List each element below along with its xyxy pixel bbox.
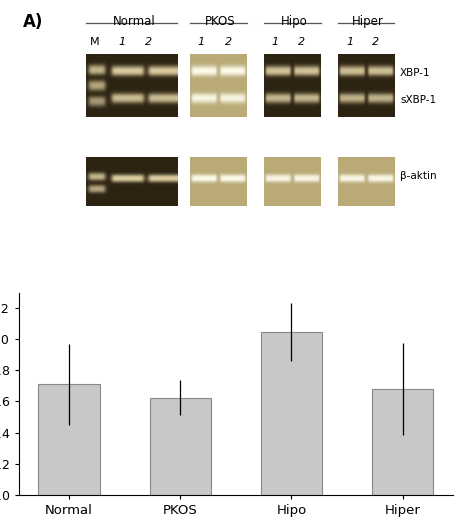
Text: 1: 1 — [271, 37, 278, 47]
Text: 1: 1 — [346, 37, 353, 47]
Text: 1: 1 — [118, 37, 125, 47]
Text: 2: 2 — [145, 37, 152, 47]
Bar — [38, 384, 99, 495]
Text: A): A) — [23, 13, 43, 31]
Bar — [149, 397, 211, 495]
Bar — [261, 332, 322, 495]
Text: Normal: Normal — [113, 15, 155, 28]
Text: M: M — [90, 37, 99, 47]
Text: 2: 2 — [372, 37, 379, 47]
Text: PKOS: PKOS — [205, 15, 236, 28]
Text: XBP-1: XBP-1 — [400, 68, 431, 78]
Text: 2: 2 — [298, 37, 305, 47]
Text: 2: 2 — [225, 37, 232, 47]
Bar — [372, 389, 433, 495]
Text: sXBP-1: sXBP-1 — [400, 95, 436, 105]
Text: Hipo: Hipo — [281, 15, 308, 28]
Text: β-aktin: β-aktin — [400, 171, 437, 181]
Text: 1: 1 — [198, 37, 205, 47]
Text: Hiper: Hiper — [353, 15, 384, 28]
